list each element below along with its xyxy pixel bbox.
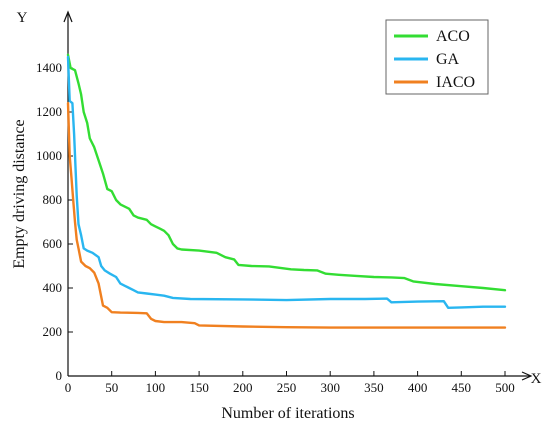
legend-label-ga: GA xyxy=(436,51,460,68)
x-tick-label: 400 xyxy=(408,380,428,395)
y-tick-label: 1000 xyxy=(36,148,62,163)
legend-label-aco: ACO xyxy=(436,28,470,45)
series-line-ga xyxy=(66,55,507,309)
series-layer xyxy=(66,53,507,329)
y-tick-label: 400 xyxy=(43,280,63,295)
y-tick-label: 1200 xyxy=(36,104,62,119)
legend-label-iaco: IACO xyxy=(436,74,475,91)
x-tick-label: 200 xyxy=(233,380,253,395)
series-line-iaco xyxy=(66,101,507,329)
x-tick-label: 0 xyxy=(65,380,72,395)
y-axis-title: Empty driving distance xyxy=(11,119,28,268)
x-axis-arrow xyxy=(521,371,533,381)
legend: ACO GA IACO xyxy=(385,19,489,95)
x-axis-letter: X xyxy=(531,371,542,387)
y-tick-label: 200 xyxy=(43,324,63,339)
x-tick-label: 250 xyxy=(277,380,297,395)
y-tick-label: 800 xyxy=(43,192,63,207)
x-tick-label: 350 xyxy=(364,380,384,395)
axes: 0 200 400 600 800 1000 1200 1400 0 50 100 150 200 250… xyxy=(36,10,533,395)
y-tick-label: 600 xyxy=(43,236,63,251)
x-tick-label: 50 xyxy=(105,380,118,395)
x-tick-label: 500 xyxy=(495,380,515,395)
x-tick-label: 450 xyxy=(452,380,472,395)
x-tick-label: 100 xyxy=(146,380,166,395)
y-tick-label: 0 xyxy=(56,368,63,383)
x-tick-label: 150 xyxy=(189,380,209,395)
y-tick-label: 1400 xyxy=(36,60,62,75)
y-axis-arrow xyxy=(63,10,73,23)
series-line-aco xyxy=(66,53,507,292)
x-axis-title: Number of iterations xyxy=(221,405,354,422)
y-axis-letter: Y xyxy=(17,10,28,26)
x-tick-label: 300 xyxy=(320,380,340,395)
